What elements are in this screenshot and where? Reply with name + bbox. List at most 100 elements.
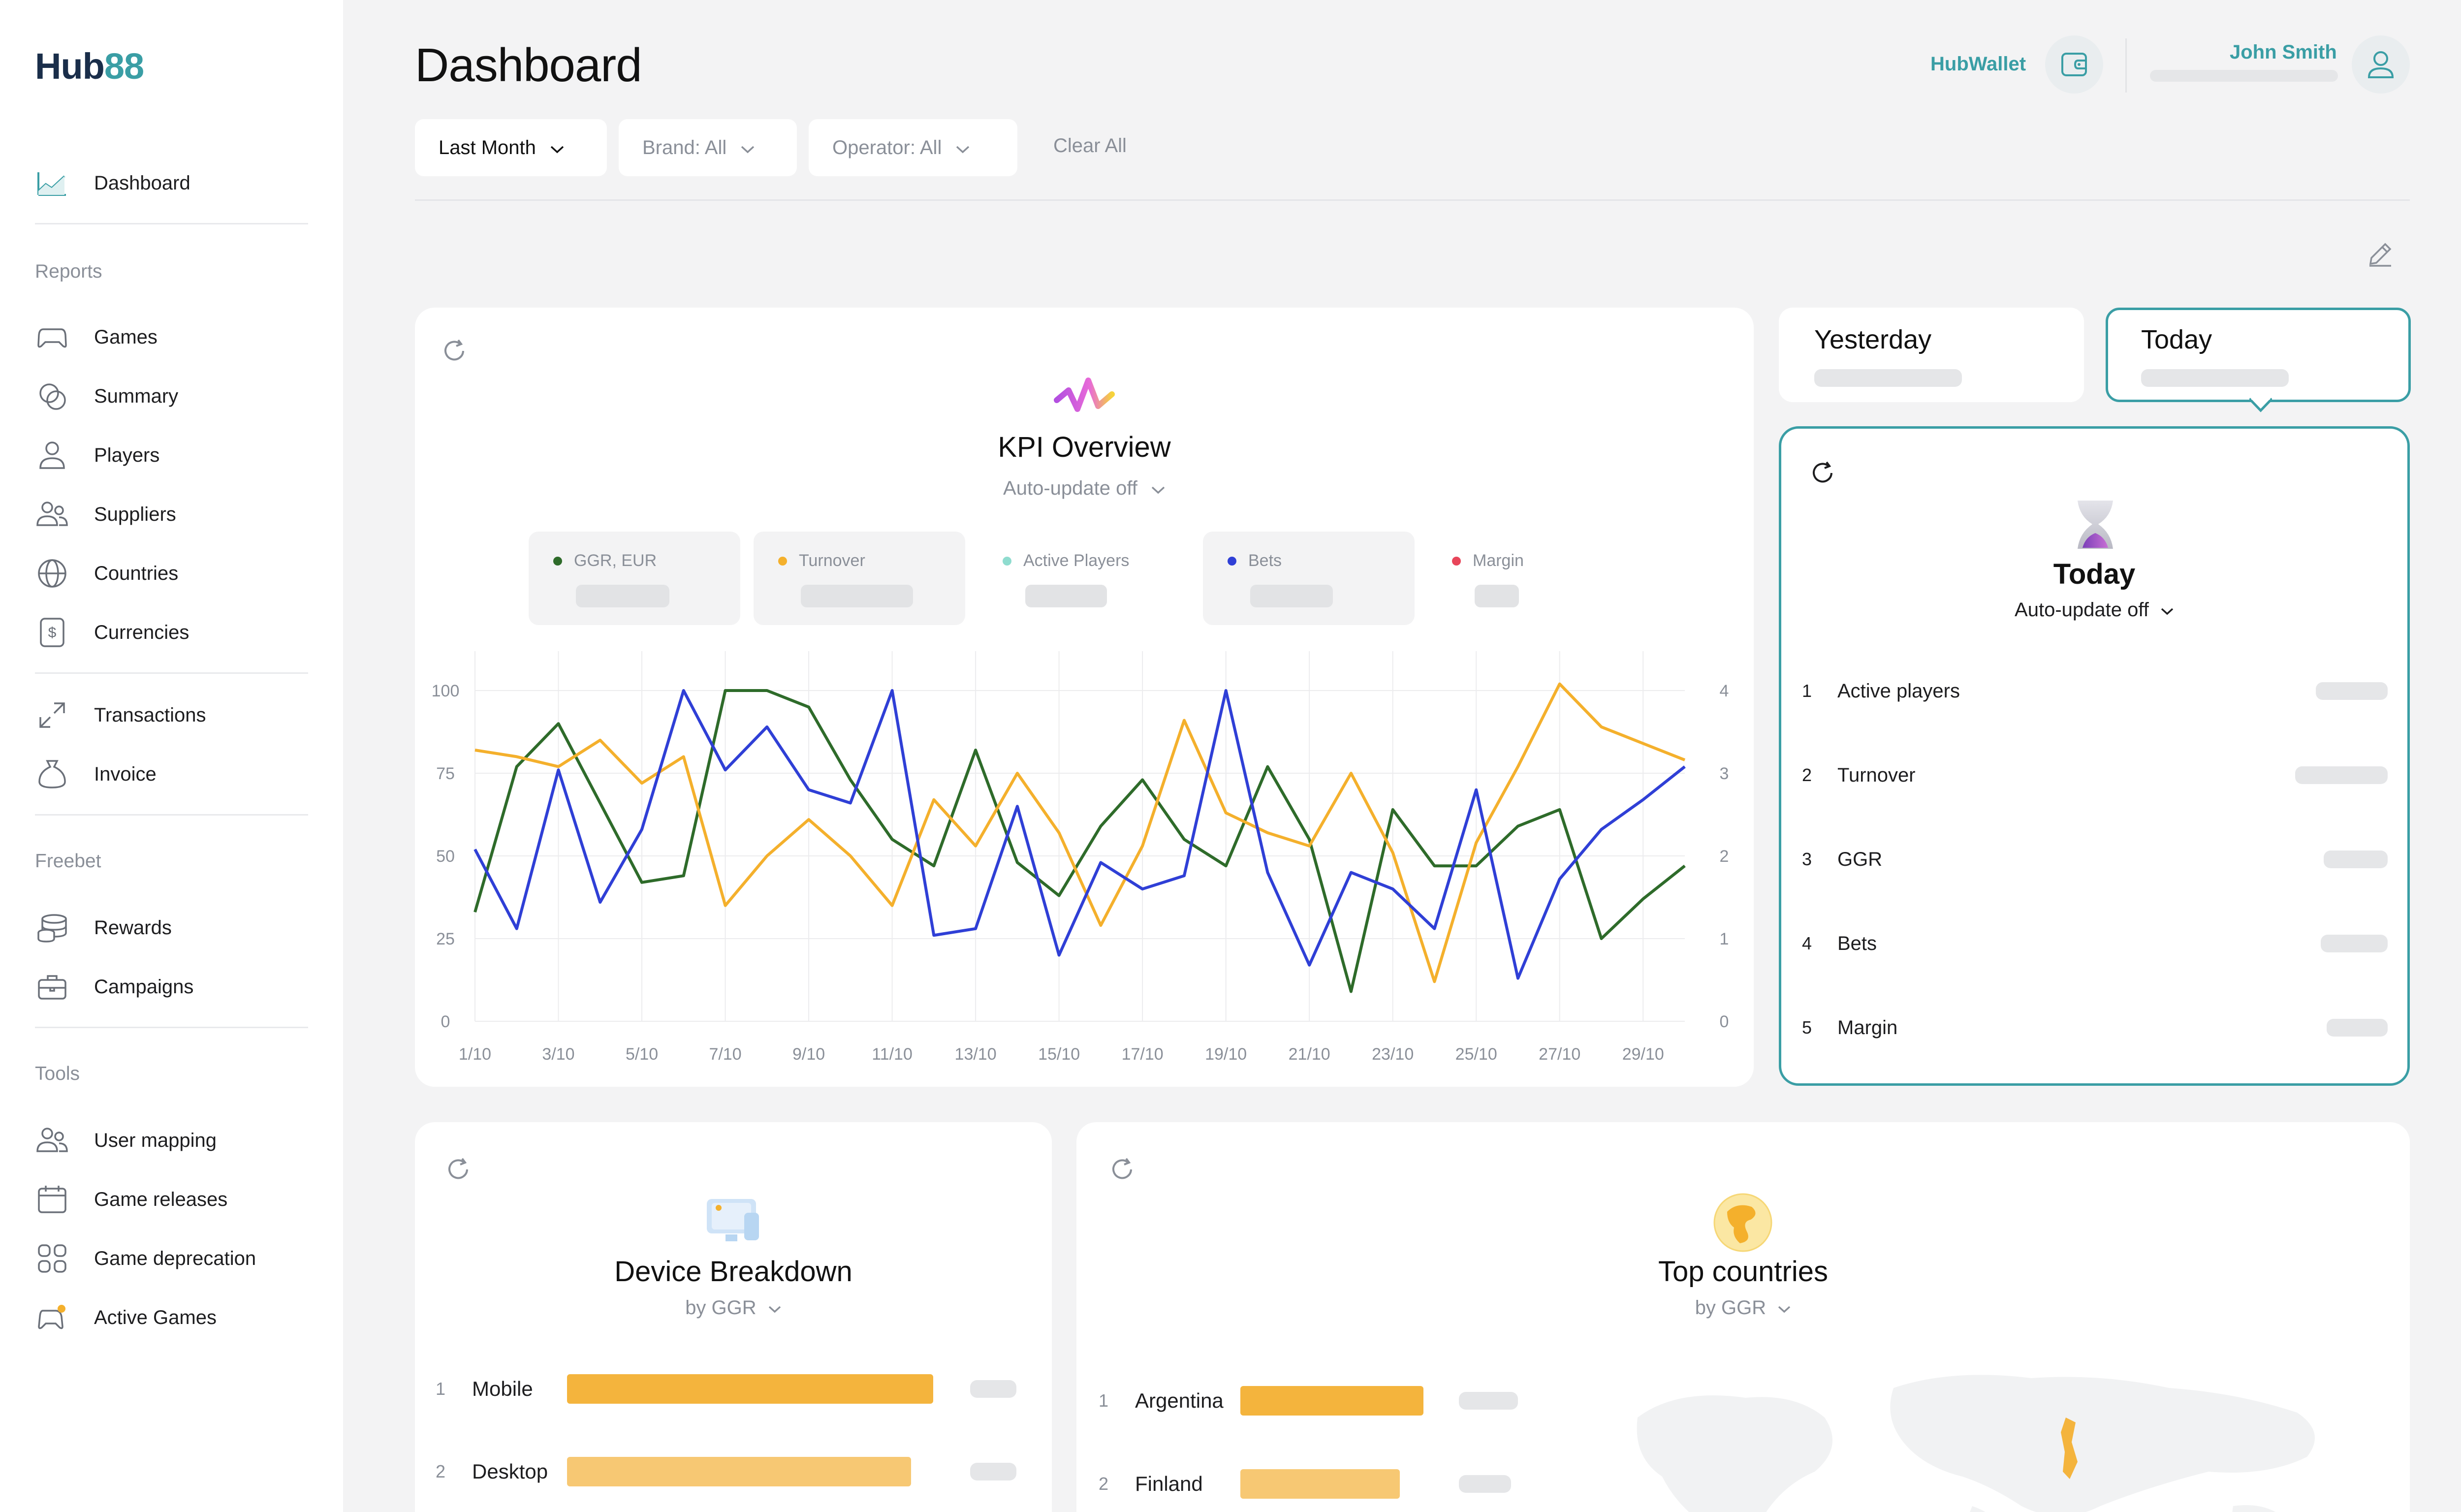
sidebar-item-game-releases[interactable]: Game releases [35,1182,308,1217]
tab-yesterday[interactable]: Yesterday [1779,308,2084,402]
sidebar-item-label: Dashboard [94,172,190,194]
grid-icon [35,1241,69,1276]
y-right-tick-label: 1 [1720,930,1729,948]
sidebar-item-campaigns[interactable]: Campaigns [35,970,308,1004]
sidebar-item-rewards[interactable]: Rewards [35,911,308,945]
tab-today[interactable]: Today [2106,308,2411,402]
x-tick-label: 17/10 [1122,1045,1164,1064]
legend-ggr[interactable]: GGR, EUR [529,532,740,625]
wallet-icon[interactable] [2045,35,2103,94]
divider [35,814,308,816]
pencil-icon[interactable] [2366,240,2394,270]
device-breakdown-card: Device Breakdown by GGR 1 Mobile 2 Deskt… [415,1122,1052,1512]
refresh-icon[interactable] [1809,459,1836,487]
sidebar-item-label: Active Games [94,1306,217,1328]
row-number: 1 [1802,681,1812,701]
x-tick-label: 11/10 [872,1045,913,1064]
sub-label: by GGR [1695,1297,1767,1319]
countries-sub[interactable]: by GGR [1076,1297,2410,1319]
sidebar-item-currencies[interactable]: $ Currencies [35,615,308,650]
value-placeholder [2324,850,2388,868]
sidebar-item-game-deprecation[interactable]: Game deprecation [35,1241,308,1276]
value-placeholder [2327,1019,2388,1037]
hubwallet-link[interactable]: HubWallet [1930,53,2026,75]
summary-icon [35,379,69,413]
filter-label: Brand: All [642,136,727,158]
legend-bets[interactable]: Bets [1203,532,1415,625]
user-name[interactable]: John Smith [2230,41,2337,63]
row-number: 5 [1802,1017,1812,1038]
refresh-icon[interactable] [441,337,468,365]
sidebar-item-label: Rewards [94,916,172,939]
kpi-auto-update[interactable]: Auto-update off [415,477,1754,500]
legend-label: GGR, EUR [574,551,657,570]
legend-label: Active Players [1023,551,1130,570]
refresh-icon[interactable] [1108,1156,1136,1183]
calendar-icon [35,1182,69,1217]
countries-title: Top countries [1658,1256,1828,1288]
legend-label: Bets [1248,551,1282,570]
filter-brand[interactable]: Brand: All [619,119,797,176]
legend-label: Margin [1473,551,1524,570]
chevron-down-icon [1143,477,1166,499]
legend-active-players[interactable]: Active Players [978,532,1190,625]
filter-operator[interactable]: Operator: All [809,119,1017,176]
legend-turnover[interactable]: Turnover [754,532,965,625]
row-number: 1 [436,1379,446,1399]
refresh-icon[interactable] [444,1156,472,1183]
sidebar-item-transactions[interactable]: Transactions [35,698,308,732]
sidebar-item-invoice[interactable]: Invoice [35,757,308,791]
clear-all-button[interactable]: Clear All [1053,135,1127,157]
sidebar-item-user-mapping[interactable]: User mapping [35,1123,308,1158]
row-label: Finland [1135,1472,1203,1495]
sidebar-item-players[interactable]: Players [35,438,308,472]
sidebar-item-label: Transactions [94,704,206,726]
gamepad-star-icon [35,1300,69,1335]
kpi-overview-card: KPI Overview Auto-update off GGR, EUR Tu… [415,308,1754,1087]
dot-icon [1228,556,1236,566]
auto-update-label: Auto-update off [2015,599,2149,621]
today-auto-update[interactable]: Auto-update off [1781,599,2407,621]
row-label: Mobile [472,1377,533,1400]
avatar-icon[interactable] [2352,35,2410,94]
country-bar-argentina [1240,1386,1423,1416]
y-left-tick-label: 0 [441,1012,450,1031]
hourglass-icon [2072,498,2119,554]
today-card: Today Auto-update off 1 Active players 2… [1779,426,2410,1086]
row-number: 2 [1802,765,1812,785]
chevron-down-icon [740,137,755,159]
row-label: Active players [1837,680,1960,702]
x-tick-label: 3/10 [542,1045,574,1064]
globe-icon [35,556,69,591]
user-subtitle-placeholder [2150,70,2338,82]
value-placeholder [970,1463,1016,1480]
value-placeholder [576,585,669,607]
hub88-logo[interactable]: Hub88 [35,46,144,87]
sidebar-item-suppliers[interactable]: Suppliers [35,497,308,532]
device-sub[interactable]: by GGR [415,1297,1052,1319]
sidebar-item-label: Game deprecation [94,1247,256,1269]
sidebar-item-games[interactable]: Games [35,320,308,354]
sidebar-item-active-games[interactable]: Active Games [35,1300,308,1335]
top-countries-card: Top countries by GGR 1 Argentina 2 Finla… [1076,1122,2410,1512]
row-label: Desktop [472,1460,548,1483]
legend-label: Turnover [799,551,865,570]
series-line-bets [473,689,1686,980]
x-tick-label: 1/10 [459,1045,491,1064]
x-tick-label: 9/10 [792,1045,825,1064]
value-placeholder [1025,585,1107,607]
value-placeholder [1459,1392,1518,1410]
value-placeholder [801,585,913,607]
sidebar-item-countries[interactable]: Countries [35,556,308,591]
filter-period[interactable]: Last Month [415,119,607,176]
y-left-tick-label: 25 [436,930,455,948]
legend-margin[interactable]: Margin [1427,532,1639,625]
section-freebet: Freebet [35,850,101,872]
x-tick-label: 23/10 [1372,1045,1414,1064]
sidebar-item-label: Currencies [94,621,189,643]
series-line-ggr-eur [473,689,1686,993]
country-bar-finland [1240,1469,1400,1499]
chevron-down-icon [550,137,565,159]
sidebar-item-dashboard[interactable]: Dashboard [35,166,308,200]
sidebar-item-summary[interactable]: Summary [35,379,308,413]
